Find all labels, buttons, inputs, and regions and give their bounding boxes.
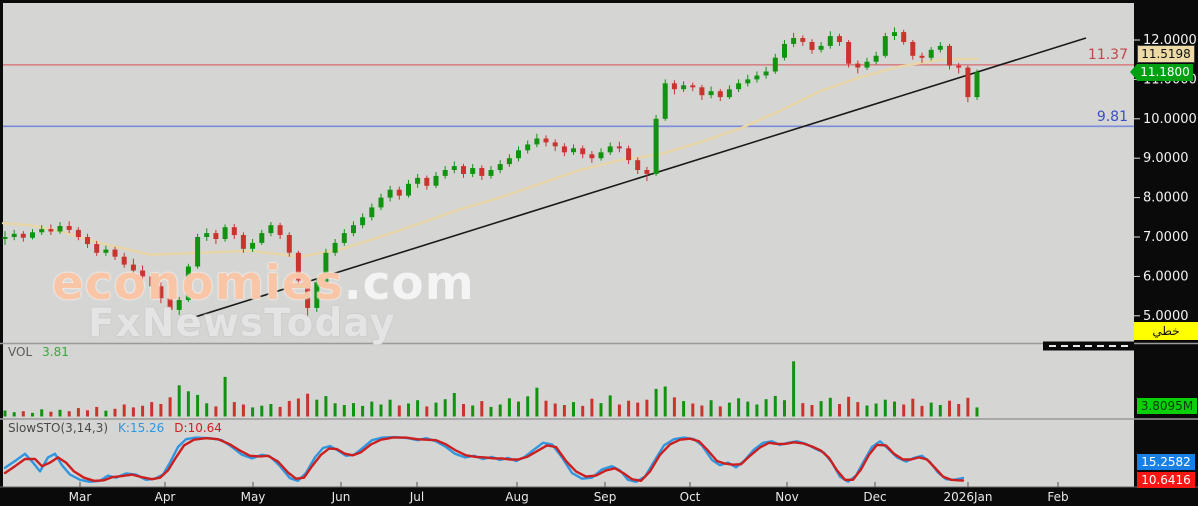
time-axis-label[interactable]: Aug: [505, 490, 528, 504]
stochastic-k-value: K:15.26: [118, 421, 165, 435]
stochastic-d-line: [3, 436, 965, 482]
time-axis-label[interactable]: Sep: [594, 490, 617, 504]
stochastic-label: SlowSTO(3,14,3): [8, 421, 109, 435]
time-axis-label[interactable]: May: [241, 490, 266, 504]
volume-label: VOL: [8, 345, 33, 359]
resize-handle-dash-icon: [1109, 345, 1116, 347]
candlesticks: [2, 27, 980, 322]
time-axis-label[interactable]: Feb: [1047, 490, 1068, 504]
resize-handle-dash-icon: [1049, 345, 1056, 347]
price-axis-label[interactable]: 7.0000: [1143, 230, 1189, 245]
price-axis-label[interactable]: 8.0000: [1143, 191, 1189, 206]
watermark-tagline: FxNewsToday: [88, 301, 396, 346]
price-axis-label[interactable]: 5.0000: [1143, 309, 1189, 324]
time-axis-label[interactable]: Nov: [775, 490, 798, 504]
time-axis-label[interactable]: Apr: [155, 490, 176, 504]
time-axis-label[interactable]: Jul: [409, 490, 424, 504]
scale-mode-badge[interactable]: خطي: [1134, 322, 1198, 340]
resize-handle-dash-icon: [1121, 345, 1128, 347]
trend-line: [189, 37, 1087, 320]
time-axis-label[interactable]: Mar: [69, 490, 92, 504]
resize-handle-dash-icon: [1085, 345, 1092, 347]
resize-handle-dash-icon: [1061, 345, 1068, 347]
volume-bars: [3, 361, 979, 417]
price-axis-label[interactable]: 12.0000: [1143, 33, 1197, 48]
volume-current-value: 3.81: [42, 345, 69, 359]
moving-average-line: [1, 57, 979, 258]
stochastic-d-badge: 10.6416: [1137, 472, 1195, 488]
volume-panel-header: VOL 3.81: [8, 345, 69, 359]
stochastic-panel-header: SlowSTO(3,14,3) K:15.26 D:10.64: [8, 421, 222, 435]
stochastic-d-value: D:10.64: [174, 421, 222, 435]
chart-plot-area[interactable]: [3, 3, 1134, 487]
support-level-label: 9.81: [1096, 109, 1128, 125]
time-axis-label[interactable]: Dec: [863, 490, 886, 504]
price-badge-arrow-icon: [1130, 64, 1137, 80]
resize-handle-dash-icon: [1073, 345, 1080, 347]
price-axis-label[interactable]: 9.0000: [1143, 151, 1189, 166]
stochastic-k-badge: 15.2582: [1137, 454, 1195, 470]
volume-value-badge: 3.8095M: [1137, 398, 1197, 414]
time-axis-label[interactable]: Jun: [331, 490, 351, 504]
time-axis-label[interactable]: Oct: [680, 490, 701, 504]
watermark-brand: economies.com: [52, 256, 475, 311]
price-axis-label[interactable]: 10.0000: [1143, 112, 1197, 127]
time-axis-label[interactable]: 2026Jan: [943, 490, 992, 504]
resistance-level-label: 11.37: [1087, 47, 1128, 63]
last-price-badge: 11.1800: [1130, 64, 1193, 81]
ma-value-badge: 11.5198: [1137, 45, 1195, 63]
price-axis-label[interactable]: 6.0000: [1143, 269, 1189, 284]
resize-handle-dash-icon: [1097, 345, 1104, 347]
